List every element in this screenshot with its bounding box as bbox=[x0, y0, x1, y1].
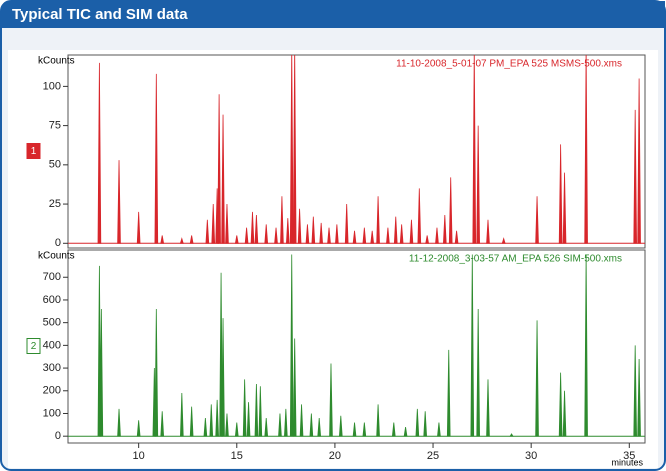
trace-marker: 1 bbox=[31, 146, 37, 157]
y-tick-label: 75 bbox=[49, 120, 61, 132]
trace-marker-box bbox=[26, 338, 41, 354]
plot-area bbox=[68, 254, 645, 437]
file-label: 11-12-2008_3-03-57 AM_EPA 526 SIM-500.xm… bbox=[409, 254, 622, 265]
y-tick-label: 500 bbox=[43, 317, 61, 329]
trace-marker-box bbox=[26, 143, 41, 159]
y-tick-label: 100 bbox=[43, 80, 61, 92]
x-tick-label: 20 bbox=[329, 450, 341, 462]
plot-frame bbox=[67, 54, 646, 249]
y-tick-label: 0 bbox=[55, 237, 61, 249]
x-tick-label: 30 bbox=[525, 450, 537, 462]
y-axis-label: kCounts bbox=[38, 56, 75, 67]
x-axis-label: minutes bbox=[611, 457, 643, 467]
y-tick-label: 300 bbox=[43, 362, 61, 374]
figure-title: Typical TIC and SIM data bbox=[12, 6, 188, 23]
y-tick-label: 50 bbox=[49, 159, 61, 171]
trace-marker: 2 bbox=[31, 341, 37, 352]
y-tick-label: 700 bbox=[43, 271, 61, 283]
x-tick-label: 25 bbox=[427, 450, 439, 462]
x-tick-label: 15 bbox=[231, 450, 243, 462]
y-tick-label: 25 bbox=[49, 198, 61, 210]
y-tick-label: 400 bbox=[43, 339, 61, 351]
plot-frame bbox=[67, 249, 646, 444]
x-tick-label: 35 bbox=[623, 450, 635, 462]
y-tick-label: 600 bbox=[43, 294, 61, 306]
y-tick-label: 0 bbox=[55, 430, 61, 442]
y-tick-label: 100 bbox=[43, 407, 61, 419]
x-tick-label: 10 bbox=[133, 450, 145, 462]
plot-background bbox=[8, 50, 658, 468]
y-tick-label: 200 bbox=[43, 385, 61, 397]
file-label: 11-10-2008_5-01-07 PM_EPA 525 MSMS-500.x… bbox=[396, 59, 622, 70]
y-axis-label: kCounts bbox=[38, 251, 75, 262]
plot-area bbox=[68, 55, 645, 244]
header-bar bbox=[1, 1, 665, 28]
